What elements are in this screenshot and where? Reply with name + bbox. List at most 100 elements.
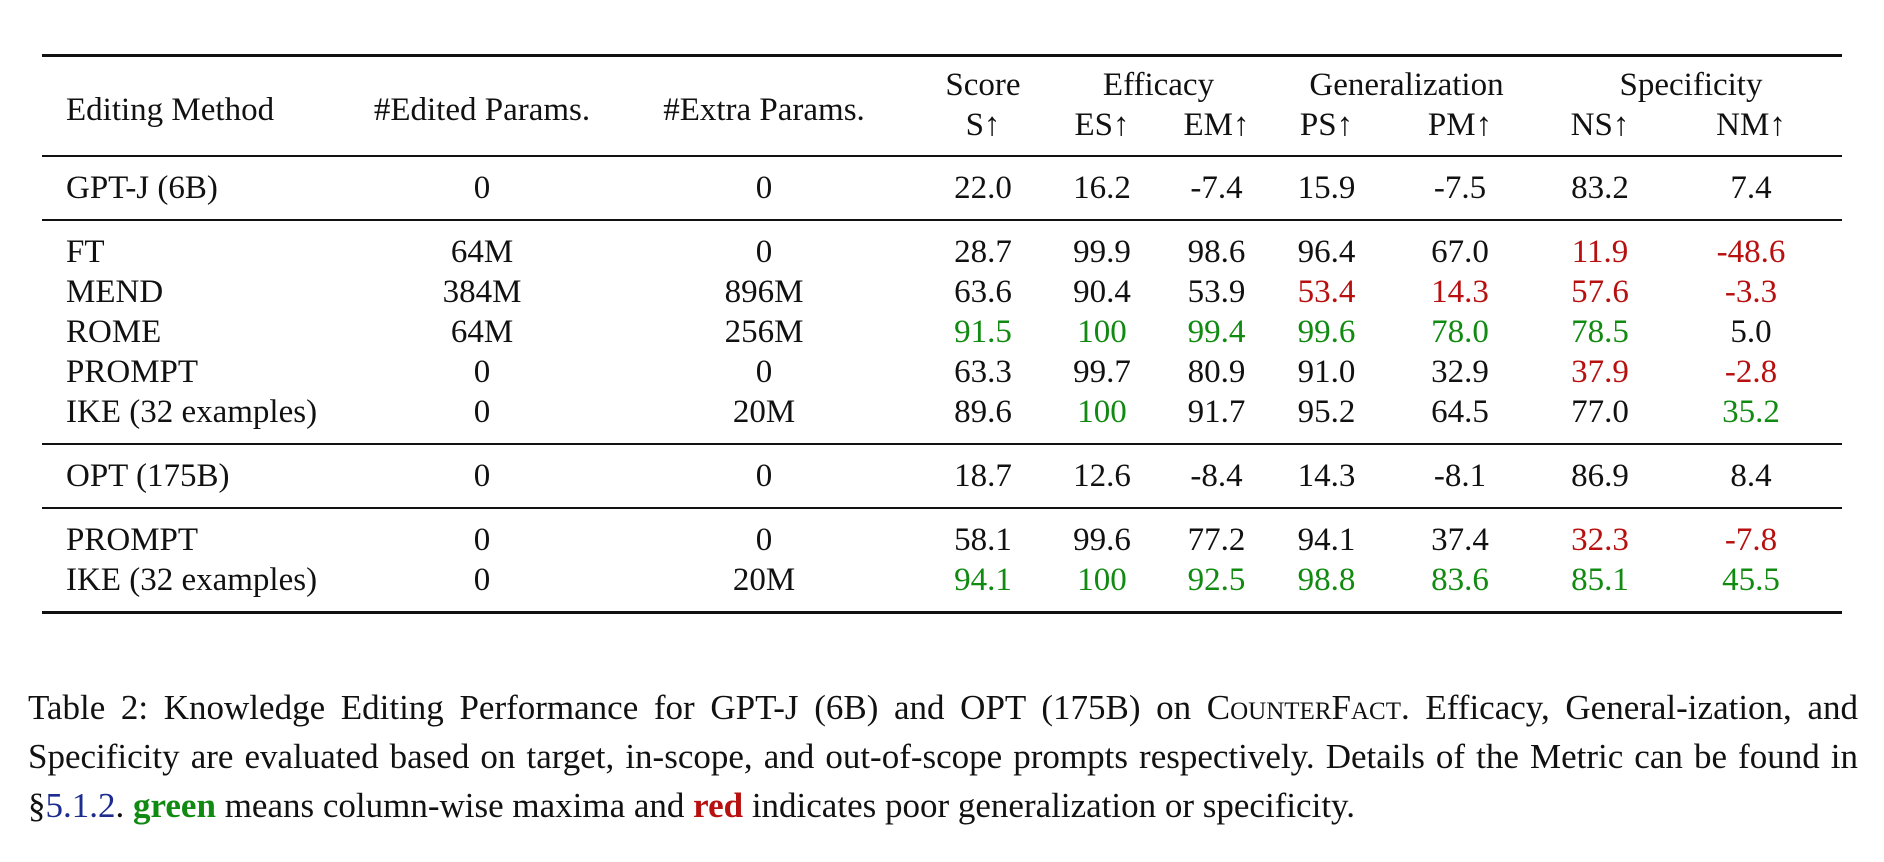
method-cell: GPT-J (6B) [66, 170, 218, 206]
table-body: GPT-J (6B) 0 0 22.0 16.2 -7.4 15.9 -7.5 83.2 7.4 F… [42, 156, 1842, 613]
specificity-ns-cell: 78.5 [1571, 314, 1629, 350]
extra-params-cell: 0 [755, 234, 773, 270]
efficacy-em-cell: 77.2 [1187, 522, 1246, 558]
score-s-cell: 18.7 [954, 458, 1012, 494]
generalization-ps-cell: 98.8 [1297, 562, 1356, 598]
table-row: FT 64M 0 28.7 99.9 98.6 96.4 67.0 11.9 -48.6 [42, 220, 1842, 272]
generalization-ps-cell: 99.6 [1297, 314, 1356, 350]
specificity-ns-cell: 37.9 [1571, 354, 1629, 390]
method-cell: IKE (32 examples) [66, 394, 318, 430]
specificity-nm-cell: -48.6 [1716, 234, 1786, 270]
specificity-nm-cell: 5.0 [1730, 314, 1772, 350]
caption-text-3: . [115, 786, 133, 825]
efficacy-em-cell: 99.4 [1187, 314, 1246, 350]
generalization-ps-cell: 91.0 [1297, 354, 1356, 390]
score-s-cell: 63.6 [954, 274, 1012, 310]
specificity-nm-cell: 7.4 [1730, 170, 1772, 206]
header-specificity: Specificity [1619, 67, 1763, 103]
efficacy-es-cell: 99.6 [1073, 522, 1131, 558]
table-row: IKE (32 examples) 0 20M 89.6 100 91.7 95.2 64.5… [42, 392, 1842, 444]
caption-text-4: means column-wise maxima and [215, 786, 694, 825]
efficacy-es-cell: 100 [1077, 314, 1127, 350]
generalization-pm-cell: -7.5 [1433, 170, 1487, 206]
edited-params-cell: 0 [473, 562, 491, 598]
caption-red-word: red [693, 786, 744, 825]
specificity-nm-cell: 35.2 [1722, 394, 1780, 430]
header-extra-params: #Extra Params. [663, 92, 865, 128]
specificity-nm-cell: -2.8 [1724, 354, 1778, 390]
score-s-cell: 89.6 [954, 394, 1012, 430]
extra-params-cell: 0 [755, 354, 773, 390]
extra-params-cell: 256M [724, 314, 804, 350]
table-row: IKE (32 examples) 0 20M 94.1 100 92.5 98.8 83.6… [42, 560, 1842, 613]
generalization-pm-cell: 32.9 [1431, 354, 1489, 390]
efficacy-em-cell: 80.9 [1187, 354, 1246, 390]
efficacy-em-cell: 98.6 [1187, 234, 1246, 270]
extra-params-cell: 896M [724, 274, 804, 310]
generalization-ps-cell: 14.3 [1297, 458, 1356, 494]
efficacy-es-cell: 16.2 [1073, 170, 1131, 206]
extra-params-cell: 0 [755, 170, 773, 206]
caption-text-2: . Efficacy, General-ization, and Specifi… [28, 688, 1858, 825]
results-table: Editing Method #Edited Params. #Extra Pa… [42, 54, 1842, 614]
table-row: PROMPT 0 0 58.1 99.6 77.2 94.1 37.4 32.3 -7.8 [42, 508, 1842, 560]
edited-params-cell: 64M [450, 314, 514, 350]
score-s-cell: 63.3 [954, 354, 1012, 390]
subheader-pm: PM↑ [1427, 107, 1493, 143]
specificity-ns-cell: 83.2 [1571, 170, 1629, 206]
subheader-nm: NM↑ [1716, 107, 1786, 143]
table-row: GPT-J (6B) 0 0 22.0 16.2 -7.4 15.9 -7.5 83.2 7.4 [42, 156, 1842, 220]
specificity-nm-cell: -7.8 [1724, 522, 1778, 558]
generalization-pm-cell: 64.5 [1431, 394, 1489, 430]
score-s-cell: 22.0 [954, 170, 1012, 206]
method-cell: IKE (32 examples) [66, 562, 318, 598]
score-s-cell: 58.1 [954, 522, 1012, 558]
efficacy-es-cell: 12.6 [1073, 458, 1131, 494]
specificity-ns-cell: 11.9 [1571, 234, 1629, 270]
score-s-cell: 91.5 [954, 314, 1012, 350]
header-method: Editing Method [66, 92, 275, 128]
method-cell: FT [66, 234, 105, 270]
generalization-pm-cell: 83.6 [1431, 562, 1489, 598]
caption-green-word: green [133, 786, 216, 825]
efficacy-em-cell: 53.9 [1187, 274, 1246, 310]
specificity-nm-cell: -3.3 [1724, 274, 1778, 310]
table-row: ROME 64M 256M 91.5 100 99.4 99.6 78.0 78.5 5.0 [42, 312, 1842, 352]
efficacy-es-cell: 99.7 [1073, 354, 1131, 390]
edited-params-cell: 0 [473, 458, 491, 494]
efficacy-em-cell: -8.4 [1190, 458, 1243, 494]
table-row: MEND 384M 896M 63.6 90.4 53.9 53.4 14.3 57.6 -3.3 [42, 272, 1842, 312]
generalization-ps-cell: 94.1 [1297, 522, 1356, 558]
score-s-cell: 94.1 [954, 562, 1012, 598]
specificity-nm-cell: 45.5 [1722, 562, 1780, 598]
method-cell: PROMPT [66, 522, 199, 558]
extra-params-cell: 0 [755, 458, 773, 494]
caption-text-1: Table 2: Knowledge Editing Performance f… [28, 688, 1207, 727]
section-reference-link[interactable]: 5.1.2 [45, 786, 116, 825]
efficacy-es-cell: 90.4 [1073, 274, 1131, 310]
edited-params-cell: 0 [473, 522, 491, 558]
extra-params-cell: 20M [732, 394, 796, 430]
generalization-ps-cell: 95.2 [1297, 394, 1356, 430]
method-cell: OPT (175B) [66, 458, 230, 494]
specificity-nm-cell: 8.4 [1730, 458, 1772, 494]
generalization-pm-cell: -8.1 [1433, 458, 1487, 494]
table-row: PROMPT 0 0 63.3 99.7 80.9 91.0 32.9 37.9 -2.8 [42, 352, 1842, 392]
specificity-ns-cell: 85.1 [1571, 562, 1629, 598]
header-score: Score [945, 67, 1021, 103]
edited-params-cell: 64M [450, 234, 514, 270]
method-cell: MEND [66, 274, 164, 310]
efficacy-es-cell: 100 [1077, 562, 1127, 598]
method-cell: ROME [66, 314, 162, 350]
table-header: Editing Method #Edited Params. #Extra Pa… [42, 55, 1842, 157]
subheader-em: EM↑ [1183, 107, 1250, 143]
header-edited-params: #Edited Params. [373, 92, 591, 128]
extra-params-cell: 0 [755, 522, 773, 558]
header-efficacy: Efficacy [1102, 67, 1215, 103]
specificity-ns-cell: 57.6 [1571, 274, 1629, 310]
edited-params-cell: 0 [473, 354, 491, 390]
generalization-ps-cell: 96.4 [1297, 234, 1356, 270]
edited-params-cell: 0 [473, 394, 491, 430]
generalization-pm-cell: 14.3 [1431, 274, 1489, 310]
